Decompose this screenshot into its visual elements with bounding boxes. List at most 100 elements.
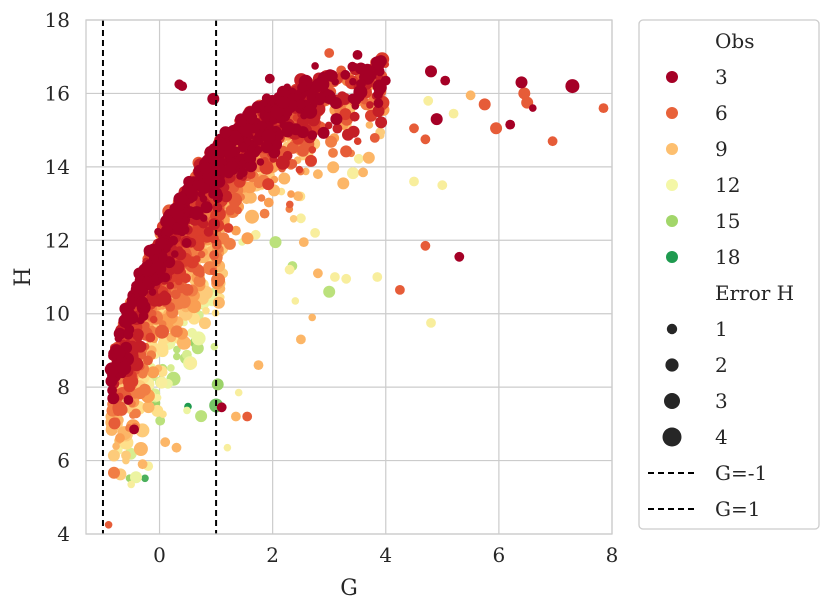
- data-point: [134, 335, 143, 343]
- data-point: [287, 190, 295, 198]
- data-point: [207, 92, 220, 105]
- data-point: [324, 121, 333, 130]
- data-point: [197, 250, 206, 259]
- data-point: [253, 178, 264, 189]
- data-point: [191, 331, 206, 346]
- data-point: [123, 380, 136, 393]
- data-point: [330, 272, 340, 282]
- data-point: [278, 172, 291, 185]
- data-point: [324, 48, 335, 58]
- legend-size-label: 4: [715, 425, 728, 449]
- data-point: [260, 141, 273, 154]
- data-point: [253, 360, 264, 370]
- data-point: [200, 201, 213, 214]
- data-point: [117, 361, 132, 376]
- data-point: [107, 449, 120, 462]
- data-point: [490, 122, 503, 135]
- data-point: [547, 136, 558, 147]
- data-point: [137, 459, 148, 470]
- data-point: [287, 159, 298, 169]
- data-point: [295, 99, 306, 110]
- data-point: [352, 50, 363, 60]
- plot-frame: [85, 19, 613, 535]
- data-point: [465, 90, 476, 101]
- legend-size-marker: [665, 358, 679, 372]
- data-point: [420, 134, 431, 145]
- data-point: [108, 466, 120, 479]
- data-point: [245, 160, 257, 173]
- data-point: [395, 285, 405, 295]
- data-point: [284, 264, 295, 275]
- data-point: [374, 86, 385, 97]
- data-point: [177, 203, 185, 211]
- data-point: [353, 137, 362, 145]
- data-point: [157, 291, 172, 306]
- data-point: [351, 102, 360, 110]
- data-point: [313, 169, 323, 180]
- data-point: [337, 177, 350, 190]
- legend-obs-label: 3: [715, 65, 728, 89]
- data-point: [254, 146, 263, 154]
- data-point: [454, 251, 465, 262]
- data-point: [138, 311, 149, 321]
- data-point: [437, 180, 448, 191]
- data-point: [155, 376, 168, 389]
- data-point: [262, 112, 271, 120]
- data-point: [155, 415, 166, 426]
- data-point: [327, 161, 340, 174]
- data-point: [159, 410, 167, 419]
- legend-obs-label: 12: [715, 173, 740, 197]
- x-tick-label: 4: [379, 543, 392, 567]
- data-point: [212, 202, 223, 213]
- data-point: [269, 117, 277, 125]
- data-point: [420, 240, 431, 251]
- data-point: [358, 167, 368, 178]
- data-point: [253, 135, 264, 146]
- y-tick-label: 6: [57, 449, 70, 473]
- x-tick-label: 8: [606, 543, 619, 567]
- legend-color-marker: [666, 179, 678, 191]
- data-point: [147, 366, 160, 379]
- data-point: [307, 130, 318, 141]
- data-point: [166, 281, 175, 290]
- data-point: [308, 313, 317, 322]
- data-point: [308, 146, 317, 154]
- data-point: [313, 268, 323, 279]
- data-point: [362, 151, 375, 164]
- legend-size-label: 2: [715, 353, 728, 377]
- data-point: [356, 78, 366, 89]
- data-point: [173, 352, 181, 361]
- data-point: [286, 200, 294, 209]
- data-point: [173, 345, 181, 354]
- data-point: [225, 161, 240, 175]
- legend-title-error: Error H: [715, 281, 794, 305]
- data-point: [208, 218, 221, 231]
- data-point: [448, 108, 459, 119]
- data-point: [353, 153, 364, 164]
- data-point: [305, 154, 317, 167]
- data-point: [261, 129, 276, 144]
- data-point: [430, 113, 443, 126]
- data-point: [141, 474, 149, 483]
- data-point: [130, 471, 142, 484]
- data-point: [349, 77, 357, 86]
- data-point: [238, 142, 248, 153]
- y-tick-label: 18: [45, 8, 70, 32]
- data-point: [181, 238, 192, 248]
- data-point: [113, 347, 126, 360]
- data-point: [325, 96, 334, 105]
- legend-color-marker: [666, 71, 678, 83]
- data-point: [423, 95, 434, 106]
- data-point: [565, 79, 580, 94]
- data-point: [209, 250, 220, 261]
- data-point: [325, 135, 338, 148]
- data-point: [282, 121, 295, 134]
- data-point: [153, 394, 162, 402]
- data-point: [365, 121, 374, 129]
- data-point: [237, 117, 247, 128]
- data-point: [317, 126, 330, 139]
- data-point: [274, 131, 284, 141]
- data-point: [176, 283, 187, 294]
- data-point: [170, 325, 183, 338]
